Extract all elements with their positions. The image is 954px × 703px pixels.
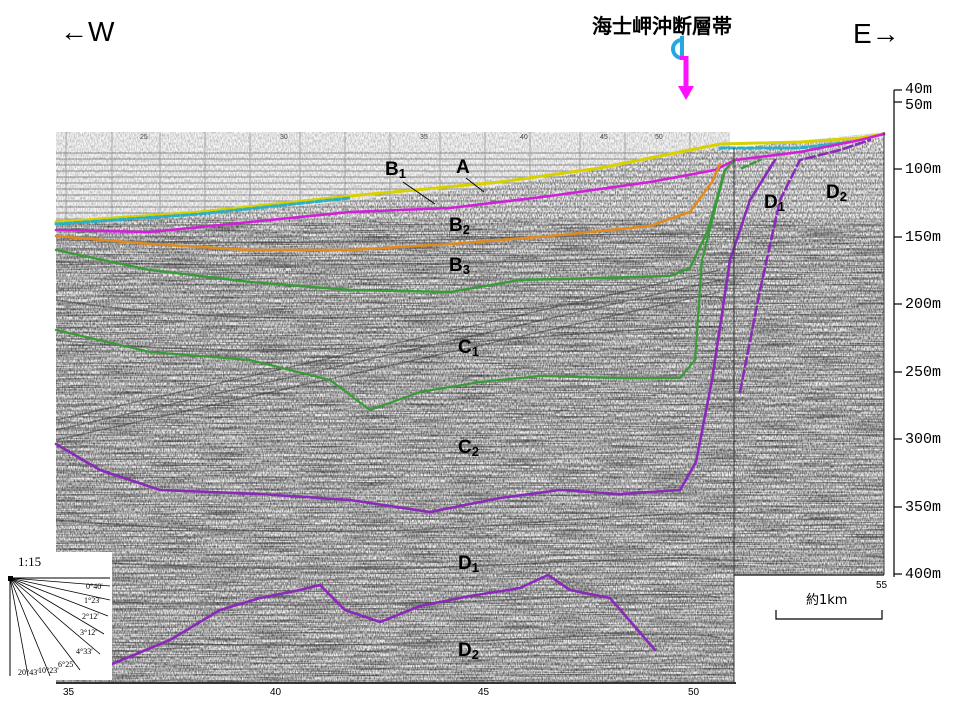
layer-label-d2-right: D2: [826, 182, 847, 204]
depth-label-40m: 40m: [905, 81, 933, 98]
depth-label-150m: 150m: [905, 229, 942, 246]
bottom-tick-55: 55: [876, 580, 888, 591]
legend-angle-3: 2°12': [82, 612, 99, 621]
bottom-tick-35: 35: [63, 687, 75, 698]
legend-angle-7: 10°23': [38, 666, 59, 675]
fault-marker-icon: [671, 36, 694, 100]
west-direction-label: ←W: [60, 16, 115, 47]
bottom-tick-40: 40: [270, 687, 282, 698]
top-tick-5: 45: [600, 134, 608, 141]
top-tick-1: 25: [140, 134, 148, 141]
legend-angle-5: 4°33': [76, 647, 93, 656]
depth-label-100m: 100m: [905, 161, 942, 178]
depth-label-400m: 400m: [905, 566, 942, 583]
scale-bar: [775, 610, 883, 620]
layer-label-b3: B3: [449, 255, 470, 277]
slope-legend: 1:15 0°40' 1°23' 2°12' 3°12' 4°33' 6°25'…: [0, 552, 112, 680]
layer-label-c2: C2: [458, 437, 479, 459]
layer-label-b2: B2: [449, 215, 470, 237]
depth-axis-line: [893, 89, 902, 577]
top-tick-6: 50: [655, 134, 663, 141]
a-leader-line: [465, 177, 485, 193]
depth-label-200m: 200m: [905, 296, 942, 313]
east-direction-label: E→: [853, 18, 900, 49]
scale-bar-label: 約1km: [806, 593, 848, 608]
legend-angle-1: 0°40': [86, 582, 103, 591]
bottom-tick-45: 45: [478, 687, 490, 698]
top-tick-3: 35: [420, 134, 428, 141]
top-tick-4: 40: [520, 134, 528, 141]
bottom-tick-50: 50: [688, 687, 700, 698]
layer-label-a: A: [456, 157, 470, 178]
depth-label-250m: 250m: [905, 364, 942, 381]
depth-label-300m: 300m: [905, 431, 942, 448]
depth-label-350m: 350m: [905, 499, 942, 516]
b1-leader-line: [402, 181, 436, 205]
layer-label-d2-left: D2: [458, 640, 479, 662]
layer-label-c1: C1: [458, 337, 479, 359]
legend-angle-4: 3°12': [80, 628, 97, 637]
fault-zone-label: 海士岬沖断層帯: [592, 14, 732, 38]
layer-label-d1-left: D1: [458, 553, 479, 575]
top-tick-2: 30: [280, 134, 288, 141]
layer-label-b1: B1: [385, 159, 406, 181]
depth-label-50m: 50m: [905, 97, 933, 114]
legend-angle-6: 6°25': [58, 660, 75, 669]
legend-angle-2: 1°23': [84, 596, 101, 605]
legend-ratio: 1:15: [18, 554, 42, 569]
legend-angle-8: 20°43': [18, 668, 39, 677]
layer-label-d1-right: D1: [764, 192, 785, 214]
